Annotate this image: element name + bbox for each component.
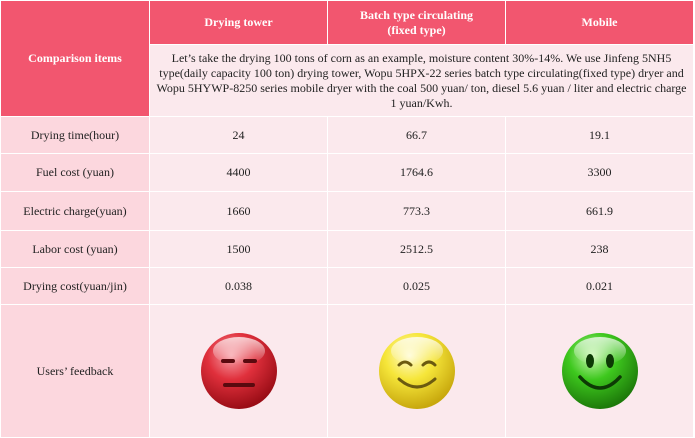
neutral-red-face-icon bbox=[200, 333, 277, 409]
cell-value: 1500 bbox=[149, 230, 328, 268]
batch-type-header-line2: (fixed type) bbox=[387, 22, 446, 37]
cell-value: 1764.6 bbox=[327, 153, 506, 192]
cell-value: 24 bbox=[149, 116, 328, 154]
batch-type-header: Batch type circulating (fixed type) bbox=[327, 0, 506, 45]
row-label: Labor cost (yuan) bbox=[0, 230, 150, 268]
feedback-cell bbox=[327, 304, 506, 438]
row-label: Drying time(hour) bbox=[0, 116, 150, 154]
feedback-cell bbox=[505, 304, 694, 438]
smiling-green-face-icon bbox=[561, 333, 638, 409]
cell-value: 0.021 bbox=[505, 267, 694, 305]
cell-value: 0.025 bbox=[327, 267, 506, 305]
smiling-yellow-face-icon bbox=[378, 333, 455, 409]
cell-value: 1660 bbox=[149, 191, 328, 231]
cell-value: 3300 bbox=[505, 153, 694, 192]
drying-tower-header: Drying tower bbox=[149, 0, 328, 45]
cell-value: 773.3 bbox=[327, 191, 506, 231]
users-feedback-label: Users’ feedback bbox=[0, 304, 150, 438]
batch-type-header-line1: Batch type circulating bbox=[359, 7, 474, 22]
description-note: Let’s take the drying 100 tons of corn a… bbox=[149, 44, 694, 117]
cell-value: 4400 bbox=[149, 153, 328, 192]
cell-value: 238 bbox=[505, 230, 694, 268]
cell-value: 66.7 bbox=[327, 116, 506, 154]
cell-value: 19.1 bbox=[505, 116, 694, 154]
row-label: Fuel cost (yuan) bbox=[0, 153, 150, 192]
cell-value: 661.9 bbox=[505, 191, 694, 231]
feedback-cell bbox=[149, 304, 328, 438]
row-label: Electric charge(yuan) bbox=[0, 191, 150, 231]
cell-value: 0.038 bbox=[149, 267, 328, 305]
row-label: Drying cost(yuan/jin) bbox=[0, 267, 150, 305]
comparison-items-header: Comparison items bbox=[0, 0, 150, 117]
cell-value: 2512.5 bbox=[327, 230, 506, 268]
mobile-header: Mobile bbox=[505, 0, 694, 45]
